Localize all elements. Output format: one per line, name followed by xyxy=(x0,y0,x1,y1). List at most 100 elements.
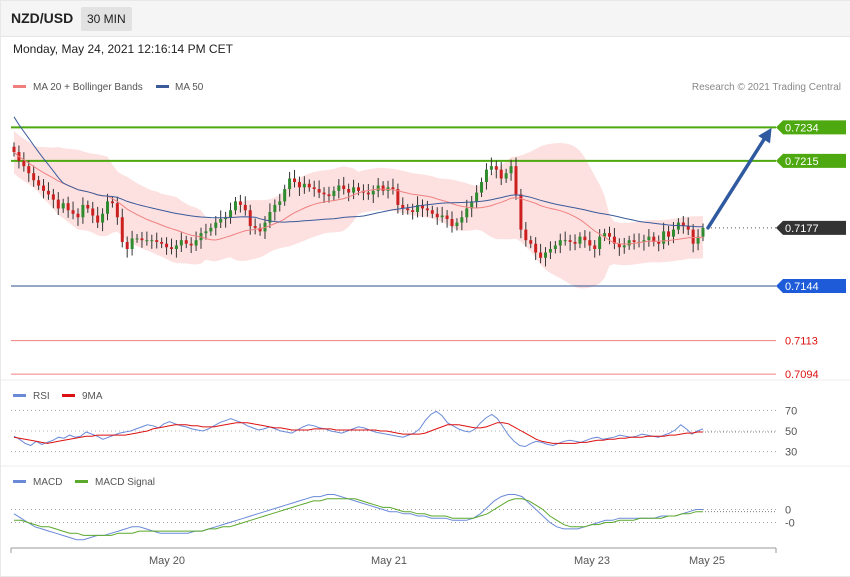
candle xyxy=(686,226,690,230)
candle xyxy=(450,219,454,227)
candle xyxy=(671,229,675,237)
candle xyxy=(283,189,287,202)
support-tag xyxy=(776,279,846,294)
candle xyxy=(229,210,233,218)
header-bar: NZD/USD 30 MIN xyxy=(0,0,850,37)
credit-text: Research © 2021 Trading Central xyxy=(692,82,841,93)
candle xyxy=(327,194,331,197)
rsi-line xyxy=(13,410,704,448)
candle xyxy=(371,190,375,195)
ma50-legend: MA 50 xyxy=(175,82,204,93)
candle xyxy=(120,217,124,242)
macd-tick-label: 0 xyxy=(785,505,791,517)
candle xyxy=(381,185,385,191)
candle xyxy=(194,240,198,246)
candle xyxy=(101,213,105,223)
candle xyxy=(76,213,80,218)
candle xyxy=(174,245,178,249)
candle xyxy=(37,180,41,186)
candle xyxy=(401,204,405,209)
rsi-legend: RSI xyxy=(33,391,50,402)
candle xyxy=(430,210,434,214)
candle xyxy=(110,201,114,204)
candle xyxy=(342,185,346,190)
candle xyxy=(652,236,656,242)
candle xyxy=(12,146,16,153)
lower-level-label: 0.7113 xyxy=(785,336,818,348)
candle xyxy=(347,189,351,193)
candle xyxy=(435,213,439,218)
candle xyxy=(445,215,449,220)
candle xyxy=(504,173,508,179)
x-tick-label: May 21 xyxy=(371,555,407,567)
candle xyxy=(46,190,50,195)
rsi-tick-label: 50 xyxy=(785,426,797,438)
candle xyxy=(42,185,46,191)
rsi-ma-legend: 9MA xyxy=(82,391,103,402)
candle xyxy=(509,166,513,174)
candle xyxy=(258,227,262,232)
candle xyxy=(248,210,252,227)
candle xyxy=(396,189,400,205)
candle xyxy=(691,229,695,244)
candle xyxy=(612,236,616,244)
candle xyxy=(288,178,292,190)
candle xyxy=(470,201,474,209)
candle xyxy=(607,233,611,237)
symbol-title: NZD/USD xyxy=(11,10,74,26)
candle xyxy=(425,208,429,211)
candle xyxy=(593,245,597,249)
candle xyxy=(337,185,341,191)
resistance-label: 0.7234 xyxy=(785,122,819,134)
candle xyxy=(317,189,321,193)
candle xyxy=(499,169,503,179)
candle xyxy=(184,240,188,244)
candle xyxy=(696,236,700,244)
macd-signal-legend-swatch xyxy=(75,480,88,483)
candle xyxy=(632,240,636,242)
forecast-arrow-head xyxy=(758,127,772,144)
resistance-label: 0.7215 xyxy=(785,156,819,168)
ma20-line xyxy=(13,151,704,245)
candle xyxy=(563,240,567,242)
candle xyxy=(544,252,548,258)
candle xyxy=(322,192,326,195)
candle xyxy=(406,208,410,211)
candle xyxy=(519,194,523,230)
candle xyxy=(568,240,572,242)
candle xyxy=(558,240,562,246)
candle xyxy=(273,204,277,212)
candle xyxy=(701,227,705,237)
candle xyxy=(165,243,169,248)
candle xyxy=(96,215,100,223)
candle xyxy=(484,169,488,183)
candle xyxy=(115,203,119,218)
ma20-legend: MA 20 + Bollinger Bands xyxy=(33,82,143,93)
candle xyxy=(278,201,282,205)
candle xyxy=(642,240,646,242)
ma50-line xyxy=(13,116,704,228)
candle xyxy=(588,240,592,246)
candle xyxy=(366,192,370,195)
candle xyxy=(460,217,464,223)
candle xyxy=(352,187,356,193)
candle xyxy=(357,187,360,191)
candle xyxy=(578,236,582,244)
resistance-tag xyxy=(776,120,846,135)
datetime-label: Monday, May 24, 2021 12:16:14 PM CET xyxy=(13,42,233,56)
ma20-legend-swatch xyxy=(13,85,26,88)
macd-legend: MACD xyxy=(33,477,62,488)
candle xyxy=(233,201,237,211)
candle xyxy=(160,241,164,244)
candle xyxy=(411,210,415,212)
current-price-tag xyxy=(776,220,846,235)
macd-line xyxy=(13,494,703,541)
candle xyxy=(91,208,95,216)
macd-legend-swatch xyxy=(13,480,26,483)
candle xyxy=(617,243,621,248)
timeframe-button[interactable]: 30 MIN xyxy=(81,7,132,31)
candle xyxy=(66,203,70,211)
macd-signal-legend: MACD Signal xyxy=(95,477,155,488)
candle xyxy=(219,219,223,223)
